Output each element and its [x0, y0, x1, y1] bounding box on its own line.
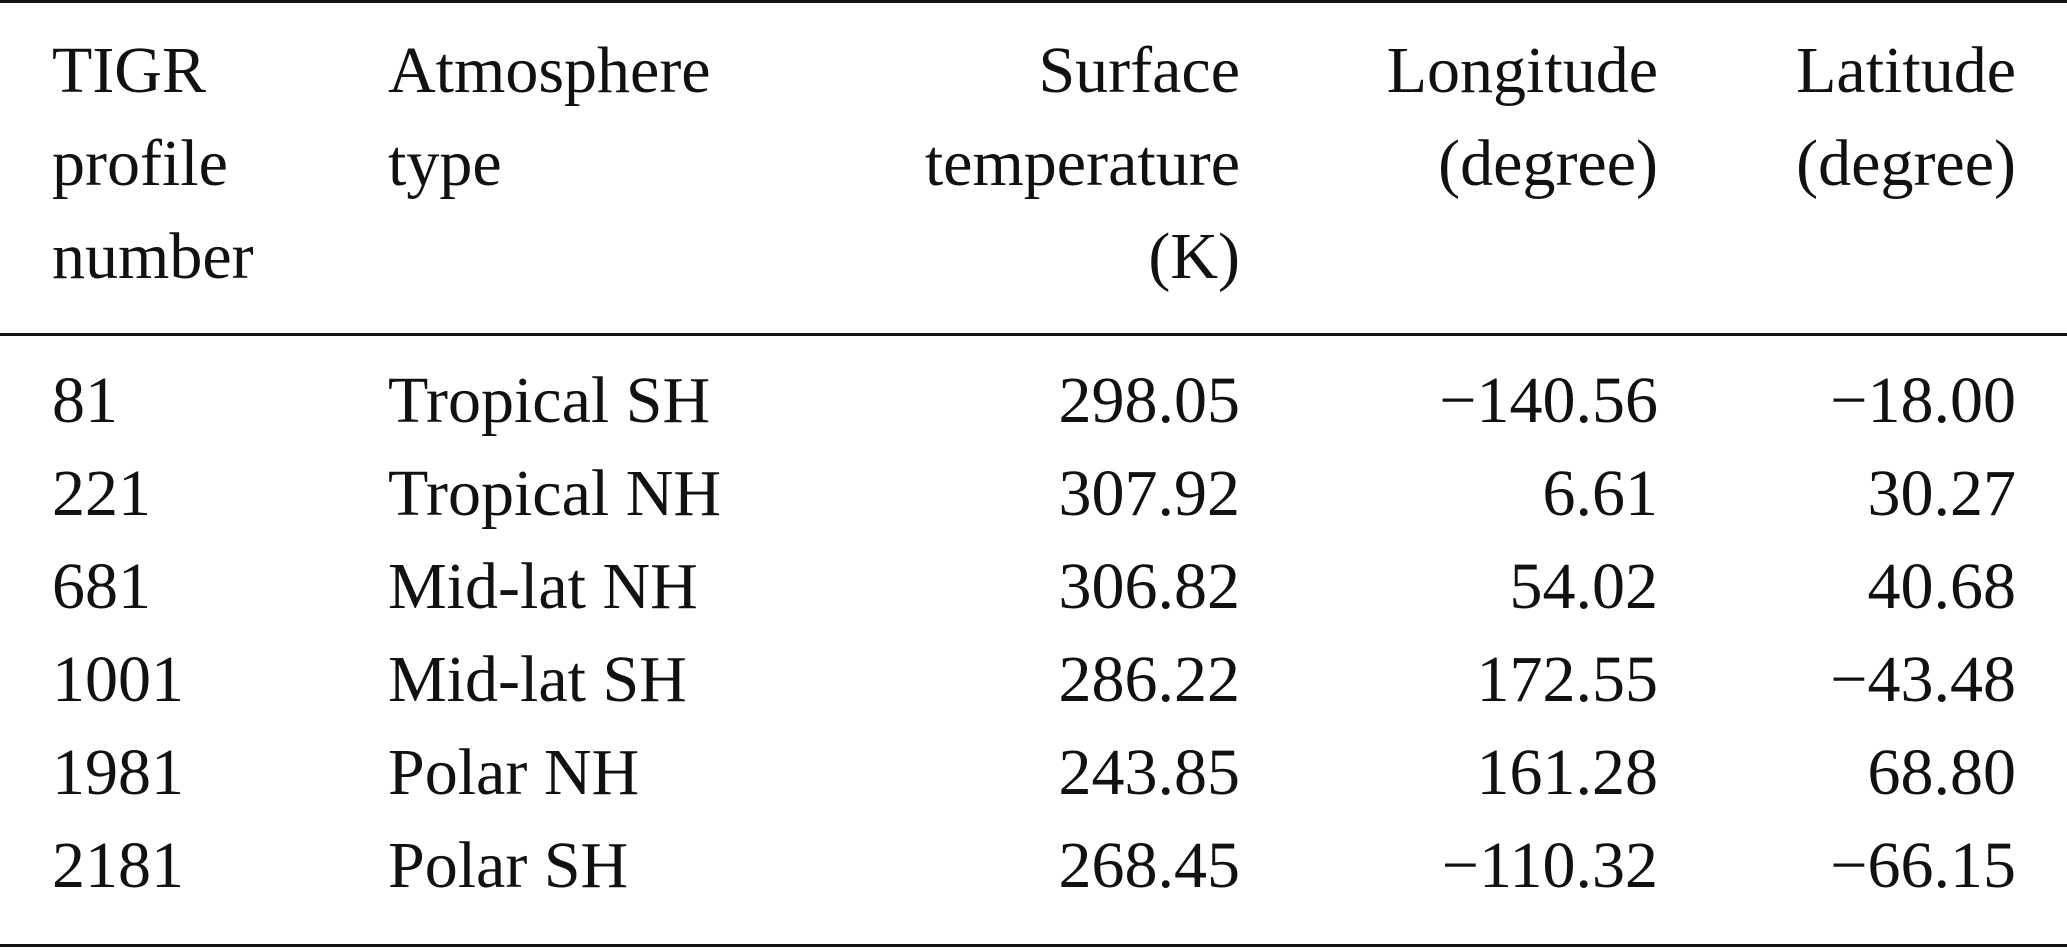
cell-atmosphere-type: Polar NH: [388, 736, 640, 809]
cell-surface-temperature: 298.05: [1058, 364, 1241, 437]
header-surface-temperature: Surface temperature (K): [924, 34, 1240, 293]
cell-latitude: −66.15: [1830, 829, 2016, 902]
cell-atmosphere-type: Mid-lat NH: [388, 550, 698, 623]
cell-profile-number: 81: [52, 364, 118, 437]
cell-longitude: 161.28: [1476, 736, 1659, 809]
cell-profile-number: 2181: [52, 829, 184, 902]
cell-longitude: −140.56: [1439, 364, 1658, 437]
cell-latitude: −18.00: [1830, 364, 2016, 437]
cell-atmosphere-type: Tropical SH: [388, 364, 711, 437]
cell-longitude: 172.55: [1476, 643, 1659, 716]
cell-latitude: −43.48: [1830, 643, 2016, 716]
cell-surface-temperature: 306.82: [1058, 550, 1241, 623]
cell-atmosphere-type: Polar SH: [388, 829, 629, 902]
cell-longitude: −110.32: [1441, 829, 1658, 902]
cell-profile-number: 1001: [52, 643, 184, 716]
cell-longitude: 54.02: [1509, 550, 1659, 623]
cell-surface-temperature: 286.22: [1058, 643, 1241, 716]
top-rule: [0, 0, 2067, 3]
header-longitude: Longitude (degree): [1386, 34, 1658, 200]
cell-profile-number: 681: [52, 550, 151, 623]
cell-surface-temperature: 307.92: [1058, 457, 1241, 530]
cell-latitude: 30.27: [1867, 457, 2017, 530]
cell-longitude: 6.61: [1542, 457, 1659, 530]
cell-profile-number: 1981: [52, 736, 184, 809]
header-rule: [0, 333, 2067, 336]
cell-profile-number: 221: [52, 457, 151, 530]
bottom-rule: [0, 944, 2067, 947]
cell-atmosphere-type: Mid-lat SH: [388, 643, 687, 716]
cell-latitude: 40.68: [1867, 550, 2017, 623]
cell-latitude: 68.80: [1867, 736, 2017, 809]
cell-atmosphere-type: Tropical NH: [388, 457, 722, 530]
header-atmosphere-type: Atmosphere type: [388, 34, 711, 200]
cell-surface-temperature: 243.85: [1058, 736, 1241, 809]
header-latitude: Latitude (degree): [1796, 34, 2016, 200]
cell-surface-temperature: 268.45: [1058, 829, 1241, 902]
header-tigr-profile-number: TIGR profile number: [52, 34, 254, 293]
